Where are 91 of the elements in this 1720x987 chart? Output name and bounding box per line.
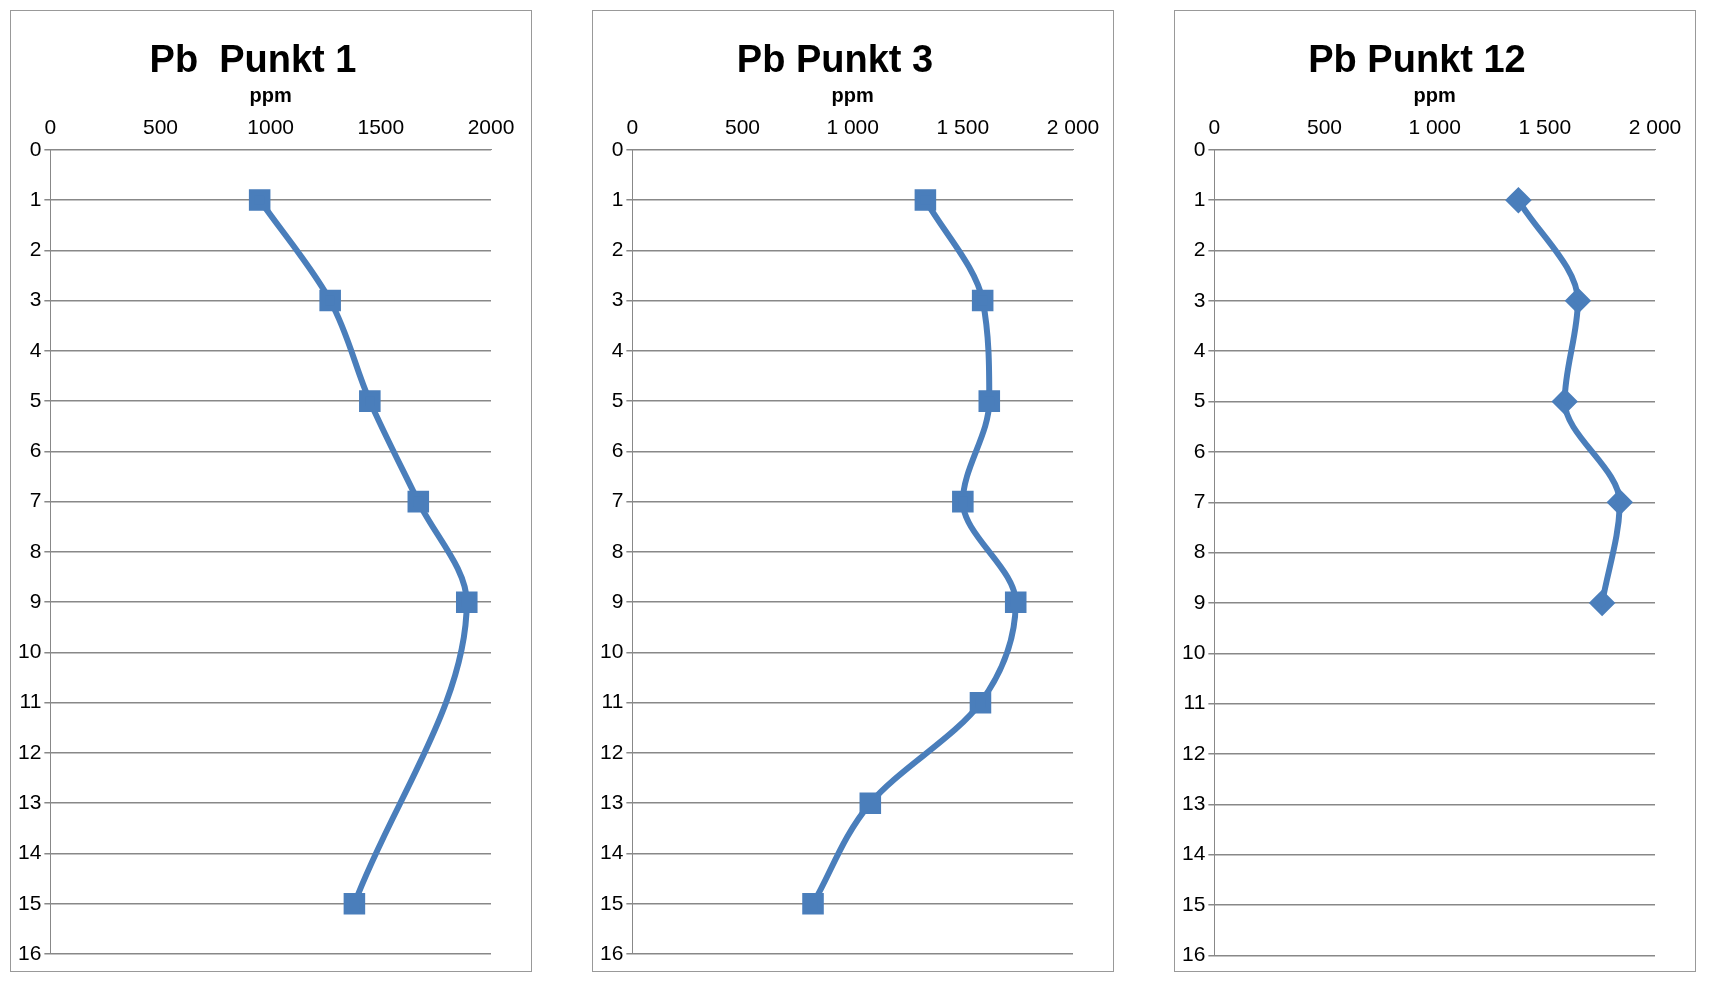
x-tick-label: 500 — [725, 115, 761, 138]
y-tick-label: 10 — [1182, 640, 1206, 664]
y-tick-label: 11 — [19, 689, 42, 713]
y-tick-label: 8 — [611, 538, 624, 562]
point — [1590, 590, 1615, 615]
x-tick-label: 1 500 — [1518, 115, 1572, 138]
y-tick-label: 7 — [611, 488, 624, 512]
y-tick-label: 13 — [600, 790, 624, 814]
y-tick-label: 16 — [600, 940, 624, 964]
x-tick-label: 0 — [44, 115, 57, 138]
y-tick-label: 6 — [1193, 438, 1206, 462]
y-tick-label: 15 — [600, 890, 624, 914]
y-tick-label: 14 — [1182, 841, 1206, 865]
y-tick-label: 15 — [18, 890, 42, 914]
x-axis-title: ppm — [249, 84, 292, 107]
x-tick-label: 2000 — [467, 115, 515, 138]
point — [914, 189, 937, 211]
point — [1506, 188, 1531, 213]
y-tick-label: 4 — [611, 337, 624, 361]
x-axis-title: ppm — [1413, 84, 1456, 107]
x-tick-label: 1500 — [357, 115, 405, 138]
x-tick-label: 1 000 — [826, 115, 879, 138]
y-tick-label: 16 — [18, 940, 42, 964]
y-tick-label: 8 — [1193, 539, 1206, 563]
y-tick-label: 12 — [18, 739, 42, 763]
x-tick-label: 0 — [1208, 115, 1221, 138]
y-tick-label: 13 — [18, 790, 42, 814]
y-tick-label: 4 — [1193, 338, 1206, 361]
y-tick-label: 6 — [29, 438, 42, 462]
point — [248, 189, 271, 211]
point — [1607, 490, 1632, 515]
x-tick-label: 500 — [143, 115, 179, 138]
chart-title: Pb Punkt 3 — [736, 38, 934, 81]
y-tick-label: 0 — [611, 136, 624, 160]
y-tick-label: 2 — [611, 237, 624, 261]
y-tick-label: 1 — [611, 186, 624, 210]
y-tick-label: 1 — [1193, 186, 1206, 210]
y-tick-label: 12 — [600, 739, 624, 763]
point — [952, 490, 974, 513]
y-tick-label: 3 — [611, 287, 624, 311]
x-tick-label: 2 000 — [1046, 115, 1100, 138]
point — [971, 289, 994, 312]
y-tick-label: 14 — [18, 840, 42, 864]
y-tick-label: 3 — [1193, 287, 1206, 311]
y-tick-label: 7 — [1193, 489, 1206, 513]
y-tick-label: 5 — [611, 387, 624, 411]
y-tick-label: 16 — [1182, 942, 1206, 966]
y-tick-label: 11 — [601, 689, 624, 713]
point — [359, 390, 381, 412]
x-tick-label: 0 — [626, 115, 639, 138]
y-tick-label: 12 — [1182, 740, 1206, 764]
x-tick-label: 1 000 — [1408, 115, 1461, 138]
y-tick-label: 13 — [1182, 791, 1206, 815]
chart-title: Pb Punkt 1 — [149, 38, 357, 81]
y-tick-label: 7 — [29, 488, 42, 512]
y-tick-label: 10 — [18, 639, 42, 663]
point — [343, 892, 366, 915]
y-tick-label: 15 — [1182, 891, 1206, 915]
y-tick-label: 1 — [29, 186, 42, 210]
y-tick-label: 5 — [29, 387, 42, 411]
y-tick-label: 14 — [600, 840, 624, 864]
x-tick-label: 2 000 — [1628, 115, 1682, 138]
point — [1552, 389, 1577, 414]
point — [455, 591, 478, 613]
point — [978, 390, 1001, 412]
y-tick-label: 9 — [29, 588, 42, 612]
y-tick-label: 10 — [600, 639, 624, 663]
y-tick-label: 2 — [1193, 237, 1206, 261]
x-tick-label: 1 500 — [936, 115, 990, 138]
y-tick-label: 4 — [29, 337, 42, 361]
point — [407, 490, 430, 513]
y-tick-label: 0 — [1193, 136, 1206, 160]
point — [1565, 288, 1590, 313]
y-tick-label: 0 — [29, 136, 42, 160]
point — [319, 289, 341, 312]
x-axis-title: ppm — [831, 84, 874, 107]
y-tick-label: 9 — [611, 588, 624, 612]
point — [802, 892, 824, 915]
x-tick-label: 1000 — [247, 115, 295, 138]
chart-title: Pb Punkt 12 — [1308, 38, 1526, 81]
point — [1004, 591, 1027, 613]
y-tick-label: 9 — [1193, 589, 1206, 613]
x-tick-label: 500 — [1307, 115, 1343, 138]
y-tick-label: 8 — [29, 538, 42, 562]
y-tick-label: 3 — [29, 287, 42, 311]
y-tick-label: 2 — [29, 237, 42, 261]
y-tick-label: 11 — [1183, 690, 1206, 714]
y-tick-label: 5 — [1193, 388, 1206, 412]
point — [859, 792, 882, 814]
point — [969, 691, 992, 714]
y-tick-label: 6 — [611, 438, 624, 462]
